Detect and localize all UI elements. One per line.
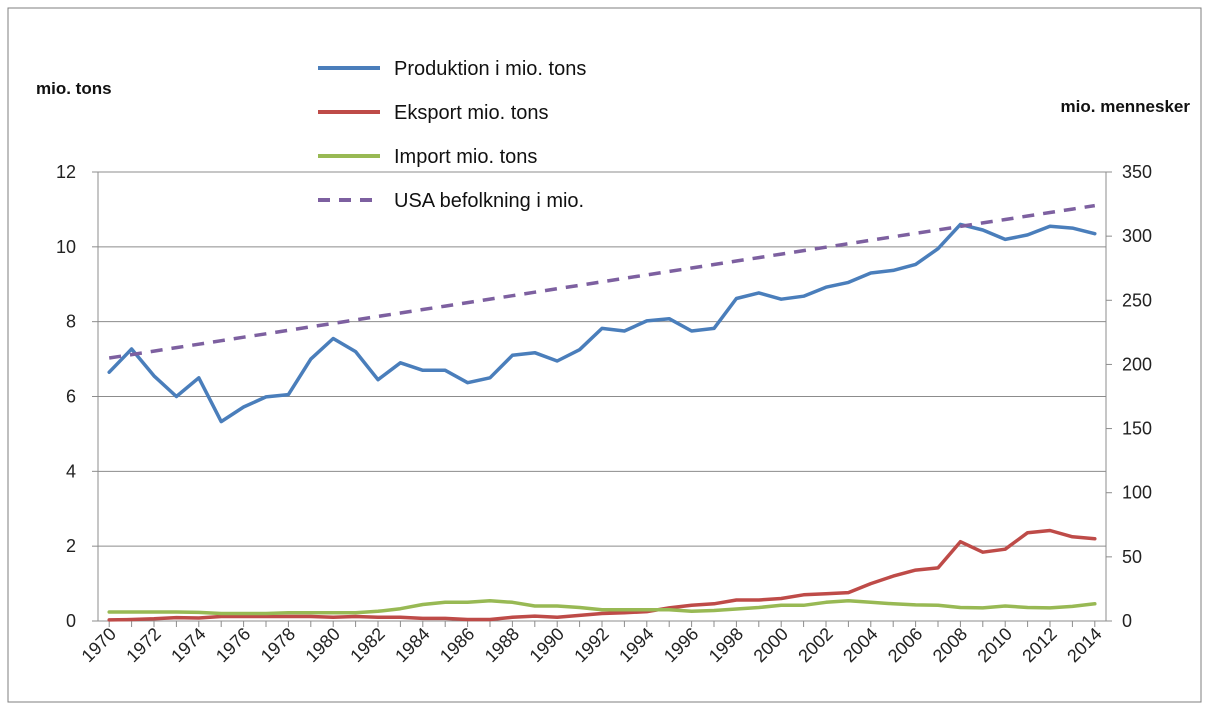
y-right-tick-label: 350 [1122,162,1152,182]
legend: Produktion i mio. tons Eksport mio. tons I… [318,58,586,212]
legend-label-3: USA befolkning i mio. [394,190,584,212]
y-right-tick-label: 250 [1122,290,1152,310]
legend-label-1: Eksport mio. tons [394,102,549,124]
y-right-tick-label: 50 [1122,547,1142,567]
y-left-tick-label: 6 [66,387,76,407]
y-left-tick-label: 10 [56,237,76,257]
y-left-tick-label: 8 [66,312,76,332]
legend-label-0: Produktion i mio. tons [394,58,586,80]
chart-frame [7,7,1202,703]
y-right-tick-label: 0 [1122,611,1132,631]
series-lines [107,203,1097,622]
y-axis-right-title: mio. mennesker [1061,97,1191,116]
y-right-tick-label: 300 [1122,226,1152,246]
series-line-1 [107,528,1097,622]
y-right-tick-label: 150 [1122,419,1152,439]
series-line-0 [107,222,1097,424]
series-line-2 [107,599,1097,616]
y-left-tick-label: 0 [66,611,76,631]
y-left-tick-label: 4 [66,461,76,481]
y-right-tick-label: 200 [1122,354,1152,374]
y-right-tick-label: 100 [1122,483,1152,503]
y-left-tick-label: 12 [56,162,76,182]
y-left-tick-label: 2 [66,536,76,556]
y-axis-left-title: mio. tons [36,79,112,98]
legend-label-2: Import mio. tons [394,146,537,168]
